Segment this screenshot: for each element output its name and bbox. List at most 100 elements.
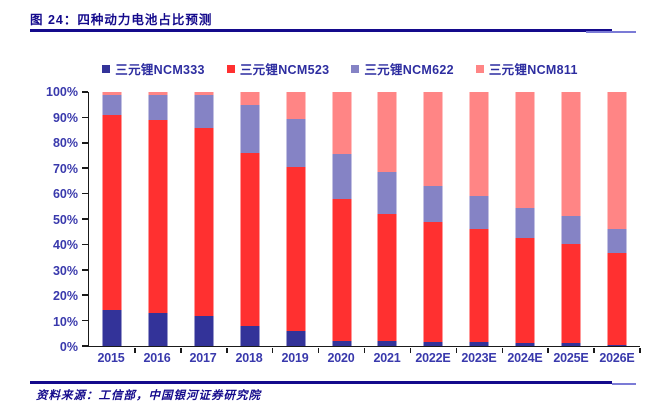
bar-segment-ncm622: [286, 118, 306, 167]
bar-segment-ncm523: [148, 119, 168, 313]
x-tick-label: 2019: [281, 351, 309, 365]
legend-item-2: 三元锂NCM523: [226, 59, 330, 78]
y-tick-label: 80%: [52, 136, 78, 150]
bar-segment-ncm523: [332, 198, 352, 341]
y-axis-labels: 0% 10% 20% 30% 40% 50% 60% 70% 80% 90% 100%: [32, 85, 84, 354]
bar-segment-ncm333: [607, 344, 627, 346]
stacked-bar-2020: [332, 92, 352, 346]
y-tick-label: 60%: [52, 187, 78, 201]
x-tick-label: 2018: [235, 351, 263, 365]
bar-segment-ncm811: [332, 92, 352, 155]
y-axis-tick: [82, 91, 88, 93]
y-axis-tick: [82, 192, 88, 195]
bar-segment-ncm333: [469, 342, 489, 346]
stacked-bar-2016: [148, 92, 168, 346]
bar-segment-ncm622: [102, 94, 122, 115]
bar-segment-ncm622: [240, 104, 260, 153]
y-tick-label: 30%: [52, 263, 78, 278]
stacked-bar-2025E: [561, 92, 581, 346]
legend-item-1: 三元锂NCM333: [102, 59, 205, 78]
x-tick-label: 2020: [327, 351, 355, 365]
x-axis-tick: [363, 348, 366, 353]
footer-divider-navy-line: [30, 381, 612, 384]
x-axis-tick: [134, 348, 136, 353]
legend-label: 三元锂NCM523: [239, 63, 330, 77]
figure-title: 图 24：四种动力电池占比预测: [30, 13, 213, 27]
bar-slot-2015: [89, 92, 136, 353]
legend-swatch-icon: [102, 64, 111, 73]
bar-slot-2021: [365, 92, 412, 353]
footer-divider-rule: [30, 381, 636, 385]
bar-slot-2020: [319, 92, 366, 353]
stacked-bar-2021: [377, 92, 397, 346]
y-tick-label: 50%: [52, 212, 78, 227]
bar-segment-ncm811: [469, 92, 489, 197]
title-divider-navy-line: [30, 29, 612, 32]
stacked-bar-2022E: [423, 92, 443, 346]
x-axis-tick: [639, 348, 641, 353]
bar-slot-2022E: [410, 92, 458, 353]
x-axis-tick: [455, 348, 458, 353]
y-axis-tick: [82, 319, 88, 322]
bar-slot-2026E: [594, 92, 641, 353]
stacked-bar-2026E: [607, 92, 627, 346]
x-axis-tick: [501, 348, 504, 353]
bar-segment-ncm523: [515, 238, 535, 344]
x-tick-label: 2021: [373, 351, 401, 365]
bar-segment-ncm622: [423, 186, 443, 222]
bar-segment-ncm523: [240, 152, 260, 326]
bar-segment-ncm523: [561, 244, 581, 344]
bar-segment-ncm523: [286, 166, 306, 331]
legend-label: 三元锂NCM622: [364, 63, 454, 77]
title-divider-rule: [30, 29, 636, 33]
legend-label: 三元锂NCM811: [488, 63, 578, 77]
x-tick-label: 2026E: [599, 351, 635, 365]
bar-segment-ncm333: [561, 343, 581, 346]
x-tick-label: 2024E: [507, 351, 543, 365]
bar-segment-ncm622: [332, 154, 352, 199]
bar-segment-ncm622: [561, 216, 581, 245]
y-axis-tick: [82, 218, 88, 220]
x-tick-label: 2015: [97, 351, 125, 365]
bar-segment-ncm333: [377, 340, 397, 346]
bar-segment-ncm523: [423, 221, 443, 343]
bar-segment-ncm523: [469, 229, 489, 343]
x-tick-label: 2017: [189, 351, 217, 365]
y-axis-tick: [82, 142, 88, 144]
stacked-bar-2024E: [515, 92, 535, 346]
stacked-bar-chart: 0% 10% 20% 30% 40% 50% 60% 70% 80% 90% 100% 2015 20…: [32, 85, 644, 368]
y-axis-tick: [82, 345, 88, 347]
bar-segment-ncm811: [423, 92, 443, 187]
y-tick-label: 90%: [52, 110, 78, 125]
x-tick-label: 2025E: [553, 351, 589, 365]
bar-slot-2023E: [456, 92, 504, 353]
bar-segment-ncm523: [377, 213, 397, 341]
bar-segment-ncm333: [240, 325, 260, 346]
y-tick-label: 40%: [52, 238, 78, 252]
y-axis-tick: [82, 167, 88, 169]
y-tick-label: 0%: [59, 340, 78, 354]
bar-slot-2017: [181, 92, 228, 353]
chart-legend: 三元锂NCM333 三元锂NCM523 三元锂NCM622 三元锂NCM811: [60, 59, 620, 78]
bar-segment-ncm811: [561, 92, 581, 217]
bar-segment-ncm811: [240, 92, 260, 105]
bar-segment-ncm811: [607, 92, 627, 230]
x-axis-tick: [271, 348, 274, 353]
stacked-bar-2018: [240, 92, 260, 346]
legend-swatch-icon: [226, 64, 235, 73]
stacked-bar-2017: [194, 92, 214, 346]
bar-segment-ncm333: [423, 342, 443, 346]
bar-segment-ncm523: [102, 114, 122, 311]
stacked-bar-2015: [102, 92, 122, 346]
y-tick-label: 70%: [52, 161, 78, 176]
x-tick-label: 2022E: [415, 351, 451, 365]
bar-segment-ncm333: [286, 330, 306, 346]
x-axis-tick: [180, 348, 182, 353]
x-axis-labels: 2015 2016 2017 2018 2019 2020 2021 2022E 2023E 20…: [88, 351, 640, 365]
bar-segment-ncm333: [148, 312, 168, 346]
legend-swatch-icon: [475, 64, 484, 73]
footer-divider-accent-line: [612, 382, 636, 385]
bar-segment-ncm811: [148, 92, 168, 95]
bar-segment-ncm811: [286, 92, 306, 119]
